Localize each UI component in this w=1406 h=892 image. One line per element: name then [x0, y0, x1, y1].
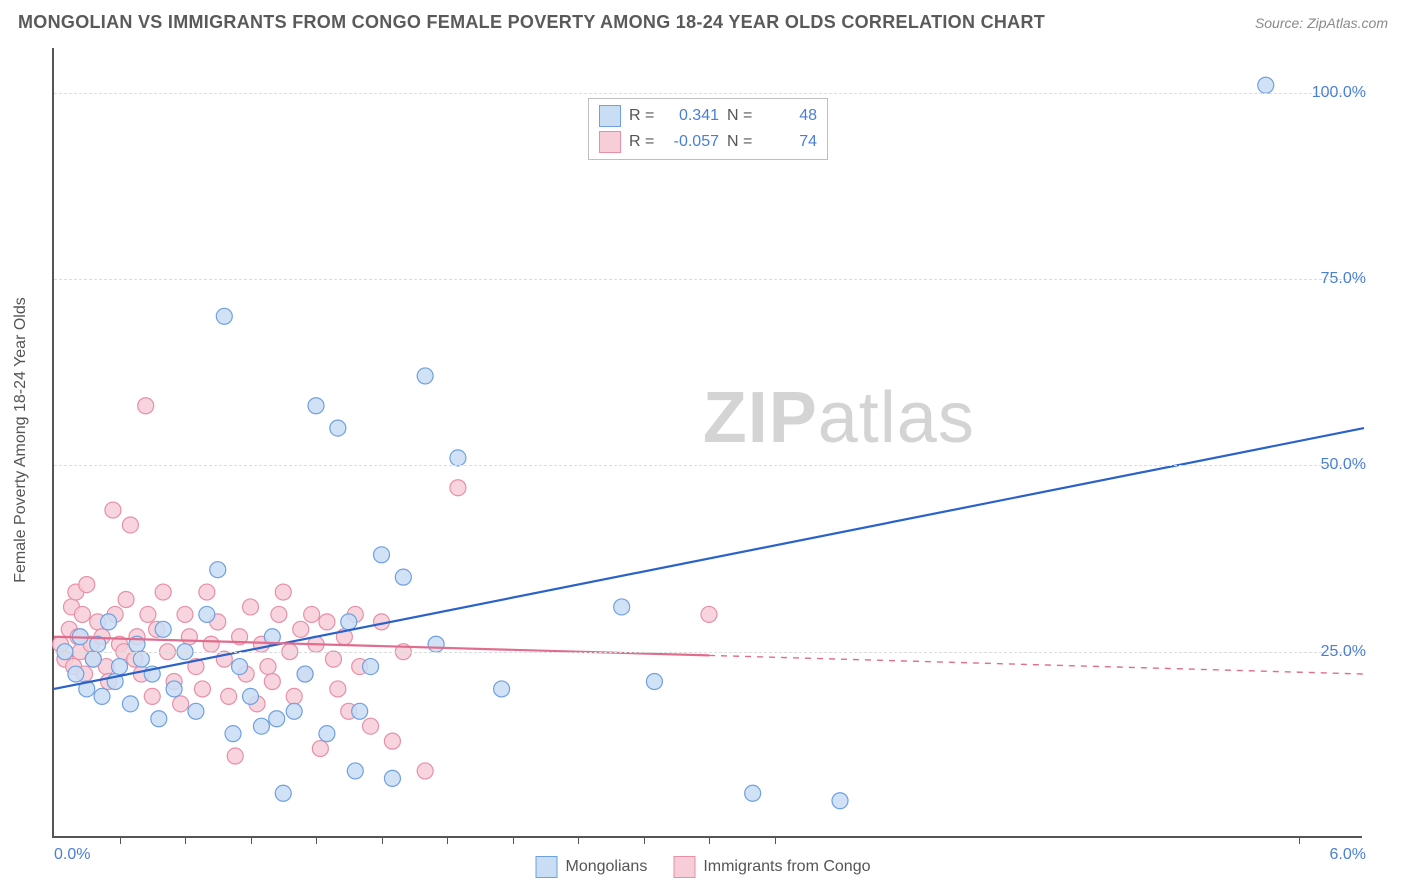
y-tick-label: 100.0%: [1292, 84, 1366, 102]
plot-area: ZIPatlas 0.0% 6.0% R = 0.341 N = 48 R = …: [52, 48, 1362, 838]
gridline: [54, 465, 1362, 466]
x-tick: [316, 836, 317, 844]
x-tick: [513, 836, 514, 844]
scatter-svg: [54, 48, 1362, 836]
r-value-1: -0.057: [665, 133, 719, 151]
source-label: Source: ZipAtlas.com: [1255, 15, 1388, 31]
x-tick: [447, 836, 448, 844]
r-label: R =: [629, 107, 657, 125]
x-tick: [644, 836, 645, 844]
title-bar: MONGOLIAN VS IMMIGRANTS FROM CONGO FEMAL…: [18, 12, 1388, 33]
legend-label-1: Immigrants from Congo: [703, 858, 870, 876]
swatch-series-0: [536, 856, 558, 878]
y-tick-label: 50.0%: [1301, 456, 1366, 474]
n-label: N =: [727, 107, 755, 125]
gridline: [54, 652, 1362, 653]
r-label: R =: [629, 133, 657, 151]
swatch-series-1: [673, 856, 695, 878]
stats-row-0: R = 0.341 N = 48: [599, 103, 817, 129]
chart-title: MONGOLIAN VS IMMIGRANTS FROM CONGO FEMAL…: [18, 12, 1045, 33]
x-tick: [185, 836, 186, 844]
y-tick-label: 25.0%: [1301, 643, 1366, 661]
x-tick: [382, 836, 383, 844]
legend-label-0: Mongolians: [566, 858, 648, 876]
y-axis-title: Female Poverty Among 18-24 Year Olds: [12, 297, 30, 583]
swatch-series-0: [599, 105, 621, 127]
x-tick: [578, 836, 579, 844]
gridline: [54, 93, 1362, 94]
n-value-1: 74: [763, 133, 817, 151]
x-tick: [709, 836, 710, 844]
r-value-0: 0.341: [665, 107, 719, 125]
legend-item-1: Immigrants from Congo: [673, 856, 870, 878]
legend-item-0: Mongolians: [536, 856, 648, 878]
gridline: [54, 279, 1362, 280]
series-legend: Mongolians Immigrants from Congo: [536, 856, 871, 878]
x-tick: [775, 836, 776, 844]
y-tick-label: 75.0%: [1301, 270, 1366, 288]
x-axis-max-label: 6.0%: [1330, 846, 1366, 864]
x-axis-min-label: 0.0%: [54, 846, 90, 864]
swatch-series-1: [599, 131, 621, 153]
n-label: N =: [727, 133, 755, 151]
x-tick: [1299, 836, 1300, 844]
stats-row-1: R = -0.057 N = 74: [599, 129, 817, 155]
stats-legend: R = 0.341 N = 48 R = -0.057 N = 74: [588, 98, 828, 160]
n-value-0: 48: [763, 107, 817, 125]
x-tick: [251, 836, 252, 844]
x-tick: [120, 836, 121, 844]
